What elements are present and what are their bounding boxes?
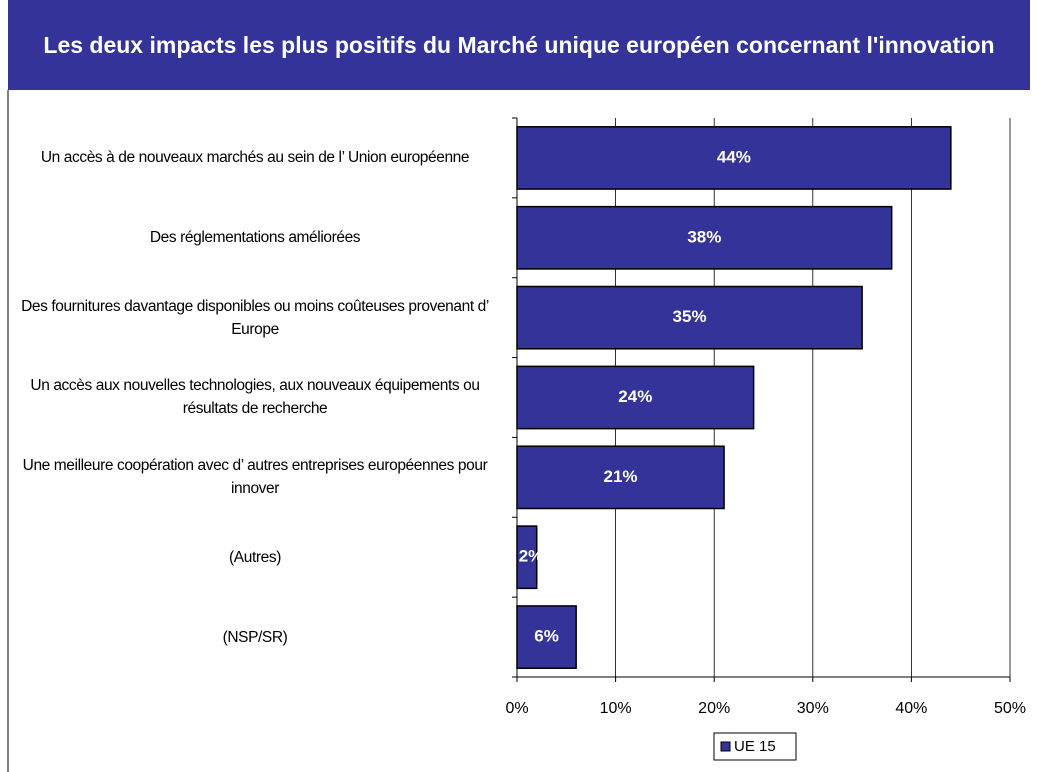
bar (516, 605, 577, 669)
y-tick-label: Des réglementations améliorées (149, 229, 361, 247)
y-tick-label: Un accès aux nouvelles technologies, aux… (30, 377, 480, 418)
value-label: 38% (687, 227, 721, 246)
bar (516, 126, 952, 190)
value-label: 21% (604, 467, 638, 486)
x-tick-label: 0% (505, 700, 528, 717)
value-label: 24% (618, 387, 652, 406)
y-tick-label: Une meilleure coopération avec d’ autres… (22, 457, 488, 498)
x-tick-label: 50% (994, 700, 1026, 717)
legend-swatch (720, 741, 731, 752)
y-tick-label: (Autres) (229, 548, 281, 566)
x-tick-label: 40% (895, 700, 927, 717)
bar (516, 285, 863, 350)
y-tick-label: Un accès à de nouveaux marchés au sein d… (40, 149, 470, 167)
bar (516, 365, 755, 430)
y-tick-label: (NSP/SR) (222, 628, 288, 646)
legend-label: UE 15 (734, 738, 776, 755)
x-tick-label: 20% (698, 700, 730, 717)
bar (516, 445, 725, 510)
x-tick-label: 30% (797, 700, 829, 717)
bar (516, 525, 538, 590)
chart-title: Les deux impacts les plus positifs du Ma… (8, 0, 1030, 90)
value-label: 44% (717, 147, 751, 166)
bar (516, 205, 893, 270)
value-label: 6% (534, 627, 559, 646)
value-label: 2% (519, 547, 544, 566)
value-label: 35% (673, 307, 707, 326)
y-tick-label: Des fournitures davantage disponibles ou… (21, 297, 489, 338)
x-tick-label: 10% (600, 700, 632, 717)
